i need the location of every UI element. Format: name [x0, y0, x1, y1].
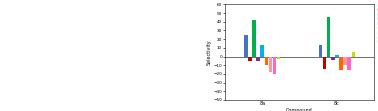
Bar	[277, 56, 280, 59]
Bar	[256, 56, 260, 61]
Bar	[269, 56, 272, 72]
Bar	[248, 56, 252, 61]
X-axis label: Compound: Compound	[286, 108, 313, 111]
Bar	[323, 56, 326, 69]
Bar	[331, 56, 335, 60]
Bar	[273, 56, 276, 74]
Bar	[352, 52, 355, 56]
Bar	[347, 56, 351, 69]
Bar	[244, 35, 248, 56]
Bar	[343, 56, 347, 65]
Bar	[252, 20, 256, 56]
Bar	[265, 56, 268, 65]
Bar	[335, 55, 339, 56]
Y-axis label: Selectivity: Selectivity	[206, 39, 211, 65]
Bar	[319, 45, 322, 56]
Bar	[339, 56, 343, 70]
Bar	[327, 17, 330, 56]
Legend: Leukemia, Non-Small Cell Lung Cancer, Colon Cancer, CNS Cancer, Melanoma, Ovaria: Leukemia, Non-Small Cell Lung Cancer, Co…	[377, 3, 378, 44]
Bar	[260, 45, 264, 56]
